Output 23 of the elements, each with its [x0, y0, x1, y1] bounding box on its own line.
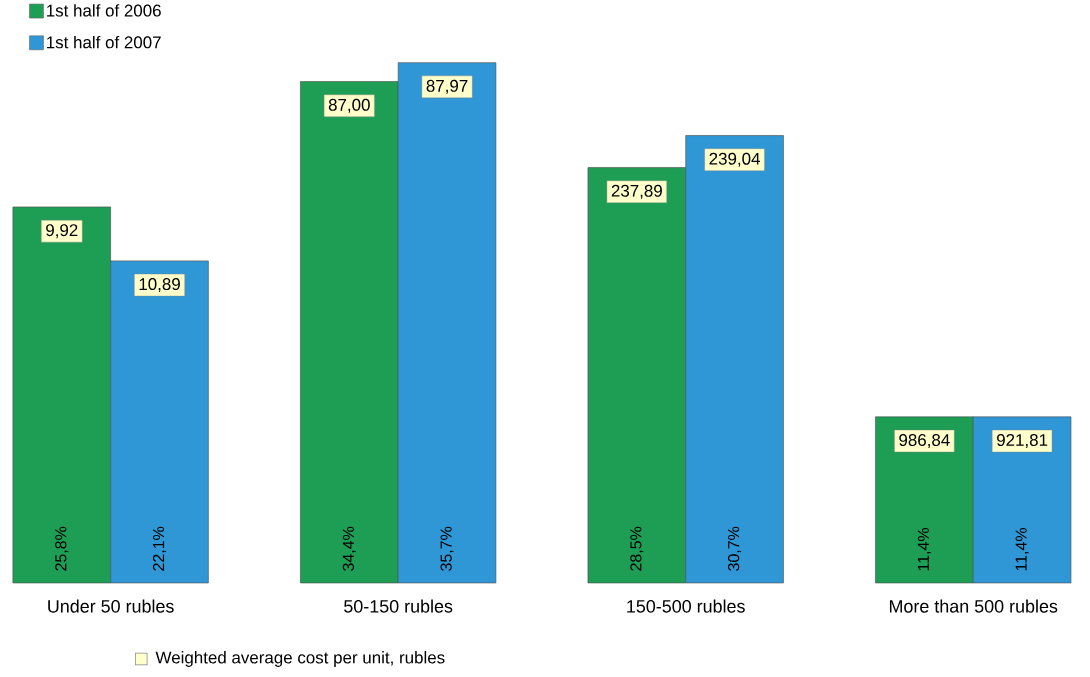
- data-label: 11,4%: [1015, 528, 1029, 571]
- annotation: 87,00: [328, 98, 370, 113]
- annotation: 87,97: [426, 79, 468, 94]
- data-label: 28,5%: [630, 526, 644, 571]
- x-tick-label: More than 500 rubles: [889, 599, 1058, 613]
- annotation: 9,92: [46, 224, 78, 239]
- data-label: 22,1%: [152, 526, 167, 571]
- data-label: 35,7%: [440, 526, 454, 571]
- legend-label: 1st half of 2006: [47, 4, 161, 17]
- legend-label: 1st half of 2007: [47, 35, 161, 49]
- data-label: 30,7%: [728, 526, 742, 571]
- data-label: 25,8%: [55, 526, 69, 571]
- annotation: 10,89: [139, 278, 180, 293]
- annotation: 237,89: [611, 184, 662, 199]
- annotation: 239,04: [709, 152, 760, 167]
- data-label: 11,4%: [917, 528, 931, 571]
- annotation: 921,81: [997, 434, 1048, 449]
- x-tick-label: 50-150 rubles: [344, 599, 453, 613]
- x-tick-label: Under 50 rubles: [48, 599, 174, 613]
- annotation: 986,84: [899, 434, 950, 449]
- data-label: 34,4%: [342, 526, 356, 571]
- text: Weighted average cost per unit, rubles: [155, 651, 445, 667]
- x-tick-label: 150-500 rubles: [627, 599, 745, 613]
